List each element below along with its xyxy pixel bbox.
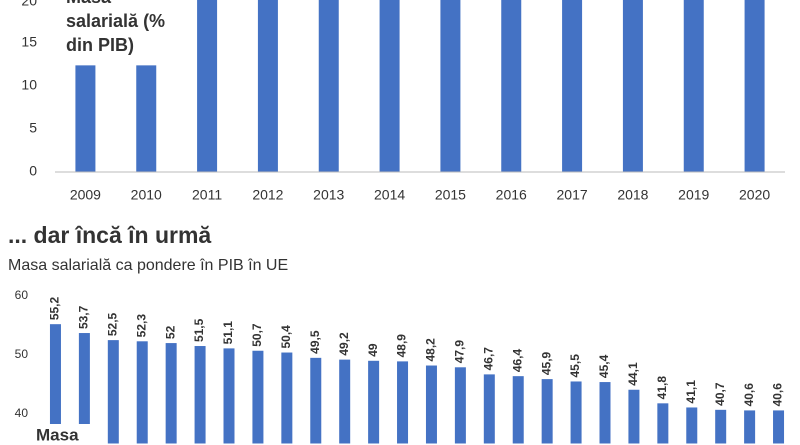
- value-label: 55,2: [48, 296, 62, 320]
- value-label: 53,7: [77, 305, 91, 329]
- bar: [483, 374, 495, 444]
- bar: [744, 0, 765, 172]
- x-tick-label: 2009: [70, 187, 101, 203]
- value-label: 49,5: [308, 330, 322, 354]
- x-tick-label: 2012: [252, 187, 283, 203]
- bar: [744, 410, 756, 444]
- bar: [622, 0, 643, 172]
- chart-title: ... dar încă în urmă: [8, 222, 211, 248]
- y-tick-label: 10: [21, 77, 37, 93]
- x-tick-label: 2018: [617, 187, 648, 203]
- bar: [252, 350, 264, 444]
- value-label: 41,8: [655, 376, 669, 400]
- value-label: 45,5: [568, 354, 582, 378]
- value-label: 49,2: [337, 332, 351, 356]
- bar: [379, 0, 400, 172]
- value-label: 48,9: [395, 334, 409, 358]
- bar: [107, 340, 119, 444]
- bar: [78, 333, 90, 444]
- value-label: 52: [163, 325, 177, 339]
- bar: [257, 0, 278, 172]
- bar: [368, 360, 380, 444]
- bar: [686, 407, 698, 444]
- value-label: 41,1: [684, 380, 698, 404]
- bar: [599, 382, 611, 444]
- bar: [310, 357, 322, 444]
- bar: [318, 0, 339, 172]
- bar: [425, 365, 437, 444]
- y-tick-label: 50: [15, 347, 29, 361]
- value-label: 50,7: [250, 323, 264, 347]
- x-tick-label: 2016: [496, 187, 527, 203]
- x-tick-label: 2015: [435, 187, 466, 203]
- value-label: 40,6: [771, 383, 785, 407]
- x-tick-label: 2010: [131, 187, 162, 203]
- annotation: din PIB): [66, 35, 134, 55]
- y-tick-label: 40: [15, 406, 29, 420]
- bar: [49, 324, 61, 444]
- bar: [773, 410, 785, 444]
- x-tick-label: 2019: [678, 187, 709, 203]
- value-label: 48,2: [424, 338, 438, 362]
- bar: [512, 376, 524, 444]
- value-label: 40,7: [713, 382, 727, 406]
- y-tick-label: 15: [21, 34, 37, 50]
- bar: [657, 403, 669, 444]
- bar: [136, 341, 148, 444]
- value-label: 46,4: [510, 348, 524, 372]
- value-label: 51,5: [192, 318, 206, 342]
- value-label: 47,9: [453, 340, 467, 364]
- bar: [223, 348, 235, 444]
- x-tick-label: 2020: [739, 187, 770, 203]
- annotation: salarială (%: [66, 11, 165, 31]
- value-label: 49: [366, 343, 380, 357]
- value-label: 45,4: [597, 354, 611, 378]
- bars: [75, 0, 765, 172]
- x-tick-label: 2011: [192, 187, 222, 203]
- value-label: 52,3: [134, 314, 148, 338]
- bar: [628, 389, 640, 444]
- annotation-box: [33, 424, 93, 445]
- bar: [454, 367, 466, 444]
- bar: [562, 0, 583, 172]
- bar: [683, 0, 704, 172]
- annotation: Masa: [36, 425, 79, 444]
- bar: [570, 381, 582, 444]
- bar: [440, 0, 461, 172]
- value-label: 50,4: [279, 325, 293, 349]
- y-tick-label: 20: [21, 0, 37, 9]
- bar: [194, 346, 206, 444]
- y-tick-label: 5: [29, 120, 37, 136]
- x-tick-label: 2013: [313, 187, 344, 203]
- y-tick-label: 60: [15, 288, 29, 302]
- bar: [501, 0, 522, 172]
- bar: [75, 65, 96, 172]
- x-tick-label: 2017: [557, 187, 588, 203]
- bar: [715, 409, 727, 444]
- bar: [339, 359, 351, 444]
- bar: [541, 379, 553, 444]
- value-label: 52,5: [105, 312, 119, 336]
- bar: [197, 0, 218, 172]
- value-label: 45,9: [539, 351, 553, 375]
- y-tick-label: 0: [29, 163, 37, 179]
- value-label: 51,1: [221, 321, 235, 345]
- value-label: 44,1: [626, 362, 640, 386]
- annotation: Masa: [66, 0, 112, 7]
- bar: [136, 65, 157, 172]
- value-label: 46,7: [481, 347, 495, 371]
- bars: [49, 324, 785, 444]
- value-label: 40,6: [742, 383, 756, 407]
- bar: [165, 343, 177, 444]
- bar: [397, 361, 409, 444]
- x-tick-label: 2014: [374, 187, 405, 203]
- chart-subtitle: Masa salarială ca pondere în PIB în UE: [8, 257, 288, 274]
- bar: [281, 352, 293, 444]
